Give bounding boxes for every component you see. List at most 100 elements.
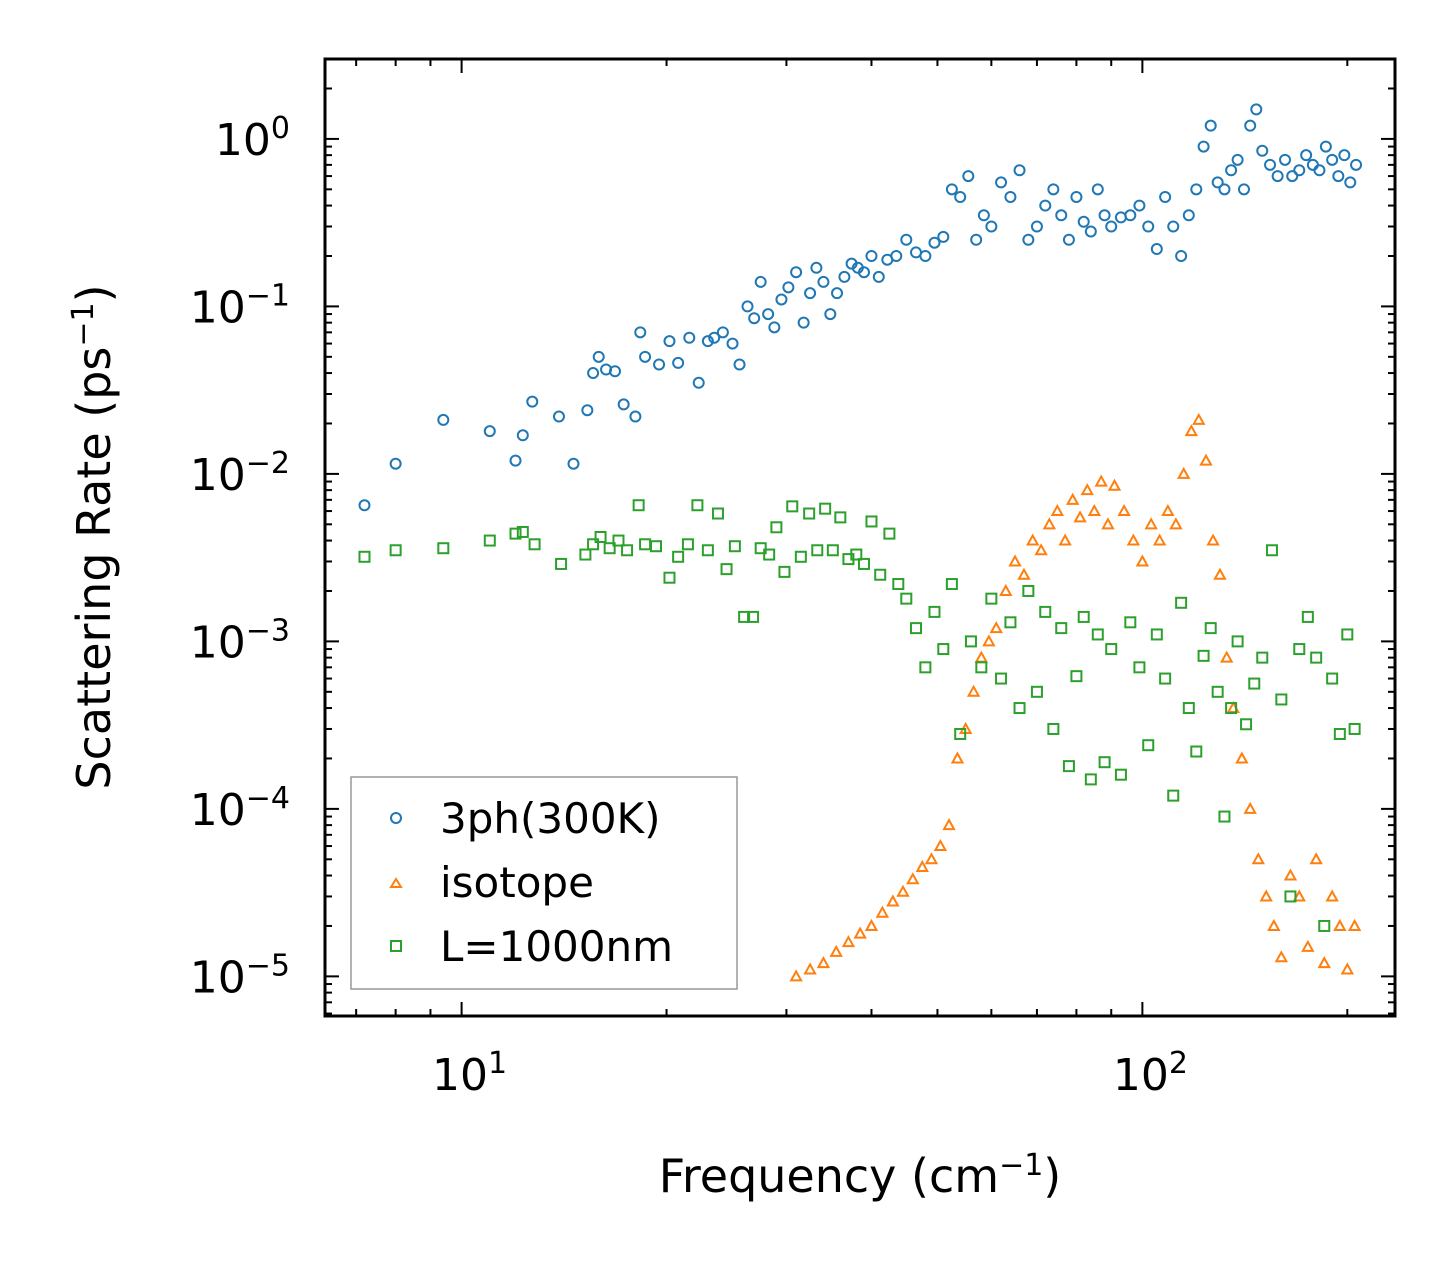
data-point-isotope bbox=[1017, 567, 1031, 580]
y-tick-label: 10−3 bbox=[190, 613, 290, 669]
data-point-l-1000nm bbox=[1310, 651, 1323, 664]
data-point-isotope bbox=[1213, 567, 1227, 580]
data-point-l-1000nm bbox=[1091, 628, 1104, 641]
data-point-3ph-300k bbox=[900, 233, 913, 246]
data-point-isotope bbox=[966, 684, 981, 697]
data-point-l-1000nm bbox=[1293, 643, 1306, 656]
data-point-l-1000nm bbox=[701, 544, 714, 557]
data-point-l-1000nm bbox=[985, 592, 998, 605]
data-point-3ph-300k bbox=[1326, 153, 1339, 166]
data-point-3ph-300k bbox=[995, 176, 1008, 189]
data-point-l-1000nm bbox=[857, 557, 870, 570]
data-point-l-1000nm bbox=[1231, 635, 1244, 648]
data-point-l-1000nm bbox=[909, 622, 922, 635]
data-point-l-1000nm bbox=[621, 544, 634, 557]
data-point-3ph-300k bbox=[838, 270, 851, 283]
x-tick-label: 101 bbox=[432, 1046, 507, 1102]
data-point-isotope bbox=[982, 634, 996, 647]
data-point-l-1000nm bbox=[1204, 622, 1217, 635]
data-point-3ph-300k bbox=[790, 266, 803, 279]
data-point-l-1000nm bbox=[1062, 760, 1075, 773]
data-point-l-1000nm bbox=[691, 499, 704, 512]
data-point-3ph-300k bbox=[639, 350, 652, 363]
data-point-l-1000nm bbox=[632, 499, 645, 512]
data-point-3ph-300k bbox=[733, 358, 746, 371]
data-point-isotope bbox=[950, 751, 965, 764]
data-point-l-1000nm bbox=[937, 643, 950, 656]
data-point-3ph-300k bbox=[1190, 183, 1203, 196]
data-point-3ph-300k bbox=[581, 404, 594, 417]
data-point-3ph-300k bbox=[1004, 190, 1017, 203]
y-tick-label: 10−1 bbox=[190, 278, 290, 334]
data-point-3ph-300k bbox=[865, 249, 878, 262]
data-point-3ph-300k bbox=[1091, 183, 1104, 196]
data-point-l-1000nm bbox=[794, 550, 807, 563]
data-point-isotope bbox=[1206, 533, 1220, 546]
legend: 3ph(300K) isotope L=1000nm bbox=[350, 776, 738, 990]
data-point-3ph-300k bbox=[1150, 243, 1163, 256]
data-point-isotope bbox=[1259, 889, 1273, 902]
data-point-l-1000nm bbox=[1190, 745, 1203, 758]
data-point-3ph-300k bbox=[683, 331, 696, 344]
data-point-l-1000nm bbox=[770, 521, 783, 534]
data-point-3ph-300k bbox=[831, 287, 844, 300]
data-point-l-1000nm bbox=[763, 548, 776, 561]
data-point-l-1000nm bbox=[1167, 789, 1180, 802]
data-point-3ph-300k bbox=[754, 275, 767, 288]
data-point-3ph-300k bbox=[1338, 149, 1351, 162]
data-point-l-1000nm bbox=[850, 548, 863, 561]
data-point-l-1000nm bbox=[1275, 693, 1288, 706]
data-point-isotope bbox=[841, 935, 856, 948]
data-point-l-1000nm bbox=[1348, 722, 1361, 735]
data-point-l-1000nm bbox=[720, 563, 733, 576]
data-point-isotope bbox=[803, 962, 817, 975]
data-point-3ph-300k bbox=[1271, 170, 1284, 183]
data-point-3ph-300k bbox=[762, 308, 775, 321]
data-point-l-1000nm bbox=[1047, 722, 1060, 735]
data-point-3ph-300k bbox=[552, 410, 565, 423]
data-point-l-1000nm bbox=[892, 578, 905, 591]
data-point-isotope bbox=[1126, 533, 1141, 546]
data-point-l-1000nm bbox=[834, 511, 847, 524]
data-point-l-1000nm bbox=[1211, 685, 1224, 698]
data-point-3ph-300k bbox=[1244, 119, 1257, 132]
data-point-3ph-300k bbox=[726, 337, 739, 350]
data-point-3ph-300k bbox=[1256, 144, 1269, 157]
data-point-3ph-300k bbox=[928, 236, 941, 249]
data-point-isotope bbox=[1267, 918, 1281, 931]
data-point-isotope bbox=[989, 621, 1003, 634]
data-point-3ph-300k bbox=[1159, 190, 1172, 203]
data-point-3ph-300k bbox=[1175, 249, 1188, 262]
data-point-l-1000nm bbox=[778, 565, 791, 578]
data-point-3ph-300k bbox=[389, 457, 402, 470]
data-point-3ph-300k bbox=[890, 249, 903, 262]
data-point-3ph-300k bbox=[797, 316, 810, 329]
data-point-l-1000nm bbox=[1114, 768, 1127, 781]
plot-data-layer bbox=[358, 103, 1363, 982]
data-point-isotope bbox=[1333, 918, 1347, 931]
data-point-l-1000nm bbox=[587, 538, 600, 551]
data-point-3ph-300k bbox=[1055, 209, 1068, 222]
data-point-isotope bbox=[1080, 483, 1094, 496]
y-axis-label: Scattering Rate (ps−1) bbox=[66, 284, 122, 789]
data-point-isotope bbox=[1177, 466, 1191, 479]
data-point-isotope bbox=[1107, 478, 1122, 491]
data-point-isotope bbox=[1340, 962, 1355, 975]
data-point-l-1000nm bbox=[509, 527, 522, 540]
data-point-isotope bbox=[1274, 950, 1289, 963]
data-point-isotope bbox=[1025, 533, 1040, 546]
data-point-3ph-300k bbox=[1167, 220, 1180, 233]
data-point-3ph-300k bbox=[804, 287, 817, 300]
data-point-3ph-300k bbox=[1211, 176, 1224, 189]
data-point-l-1000nm bbox=[711, 507, 724, 520]
data-point-l-1000nm bbox=[1077, 610, 1090, 623]
data-point-3ph-300k bbox=[962, 170, 975, 183]
data-point-isotope bbox=[1251, 852, 1265, 865]
data-point-isotope bbox=[1325, 889, 1339, 902]
data-point-isotope bbox=[1008, 554, 1022, 567]
data-point-isotope bbox=[1161, 503, 1175, 517]
data-point-l-1000nm bbox=[1084, 773, 1097, 786]
data-point-3ph-300k bbox=[1286, 170, 1299, 183]
data-point-isotope bbox=[853, 926, 867, 939]
data-point-3ph-300k bbox=[768, 321, 781, 334]
